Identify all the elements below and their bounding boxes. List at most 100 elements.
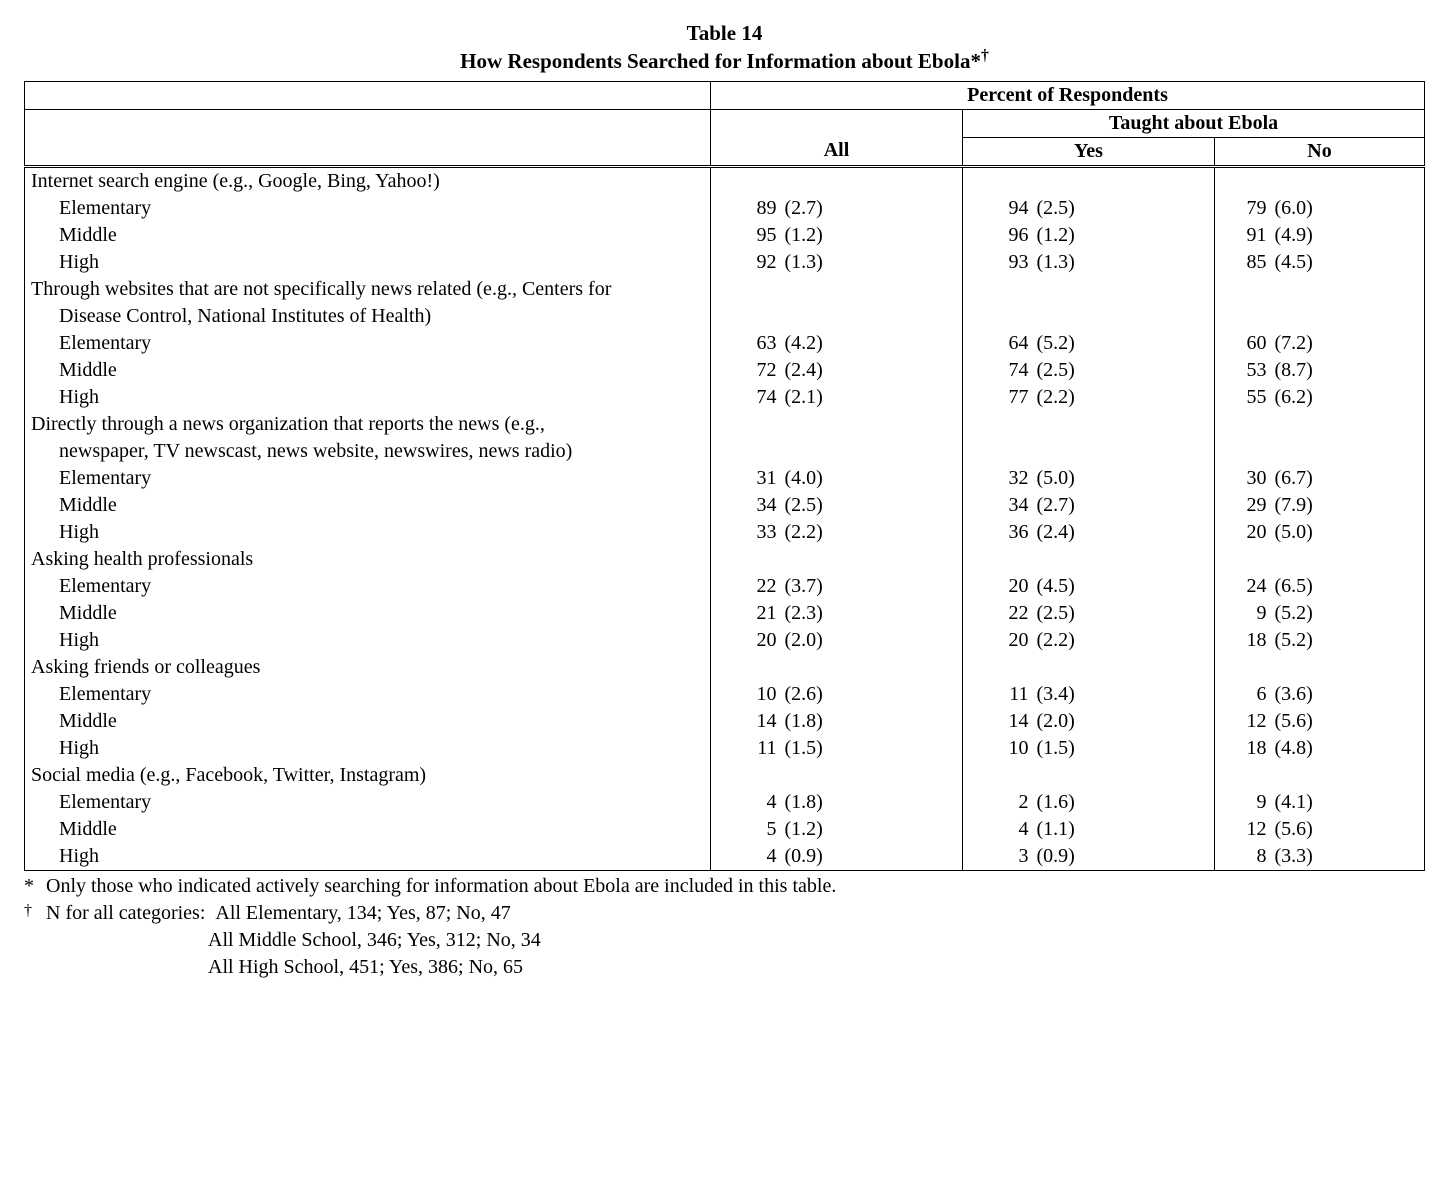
data-cell: (6.5) <box>1271 573 1355 600</box>
data-cell: 6 <box>1215 681 1271 708</box>
data-cell: 2 <box>963 789 1033 816</box>
data-cell: 60 <box>1215 330 1271 357</box>
data-cell: 96 <box>963 222 1033 249</box>
level-label: High <box>25 519 711 546</box>
data-cell: (1.3) <box>781 249 865 276</box>
table-title: Table 14 How Respondents Searched for In… <box>24 20 1425 75</box>
level-label: Middle <box>25 816 711 843</box>
title-dagger: † <box>981 47 989 64</box>
data-cell: (2.5) <box>1033 600 1117 627</box>
footnote-dagger: † N for all categories: All Elementary, … <box>24 900 1425 927</box>
data-cell: (4.1) <box>1271 789 1355 816</box>
data-cell: 5 <box>711 816 781 843</box>
data-cell: 9 <box>1215 789 1271 816</box>
category-label: Social media (e.g., Facebook, Twitter, I… <box>25 762 711 789</box>
data-cell: 95 <box>711 222 781 249</box>
level-label: Middle <box>25 708 711 735</box>
level-label: Elementary <box>25 330 711 357</box>
level-label: High <box>25 735 711 762</box>
data-cell: (2.7) <box>1033 492 1117 519</box>
data-cell: 4 <box>963 816 1033 843</box>
level-label: Elementary <box>25 573 711 600</box>
data-cell: 4 <box>711 843 781 871</box>
data-cell: (2.0) <box>781 627 865 654</box>
data-cell: (5.0) <box>1271 519 1355 546</box>
level-label: High <box>25 843 711 871</box>
level-label: High <box>25 627 711 654</box>
data-cell: 18 <box>1215 627 1271 654</box>
data-cell: 30 <box>1215 465 1271 492</box>
data-cell: 74 <box>711 384 781 411</box>
category-label: Asking health professionals <box>25 546 711 573</box>
data-cell: (2.4) <box>781 357 865 384</box>
data-cell: 89 <box>711 195 781 222</box>
data-cell: (2.0) <box>1033 708 1117 735</box>
data-cell: (3.6) <box>1271 681 1355 708</box>
data-cell: (7.9) <box>1271 492 1355 519</box>
data-cell: (2.5) <box>781 492 865 519</box>
data-cell: (2.2) <box>781 519 865 546</box>
data-cell: (2.6) <box>781 681 865 708</box>
header-yes: Yes <box>963 137 1215 166</box>
data-cell: (0.9) <box>781 843 865 871</box>
data-cell: 3 <box>963 843 1033 871</box>
data-cell: (4.0) <box>781 465 865 492</box>
data-cell: 34 <box>963 492 1033 519</box>
data-cell: (6.0) <box>1271 195 1355 222</box>
level-label: Elementary <box>25 789 711 816</box>
data-cell: 32 <box>963 465 1033 492</box>
level-label: Elementary <box>25 465 711 492</box>
data-cell: 21 <box>711 600 781 627</box>
data-cell: (1.5) <box>781 735 865 762</box>
data-cell: (1.1) <box>1033 816 1117 843</box>
data-cell: 20 <box>1215 519 1271 546</box>
data-cell: 12 <box>1215 708 1271 735</box>
data-cell: (3.3) <box>1271 843 1355 871</box>
data-cell: (8.7) <box>1271 357 1355 384</box>
data-cell: (1.5) <box>1033 735 1117 762</box>
data-cell: 77 <box>963 384 1033 411</box>
data-cell: (2.2) <box>1033 384 1117 411</box>
data-cell: 91 <box>1215 222 1271 249</box>
data-cell: (2.7) <box>781 195 865 222</box>
category-label: Through websites that are not specifical… <box>25 276 711 303</box>
data-cell: (2.5) <box>1033 357 1117 384</box>
data-cell: (6.2) <box>1271 384 1355 411</box>
level-label: Middle <box>25 222 711 249</box>
level-label: Middle <box>25 600 711 627</box>
level-label: High <box>25 249 711 276</box>
header-no: No <box>1215 137 1425 166</box>
data-cell: 20 <box>963 573 1033 600</box>
data-cell: (4.8) <box>1271 735 1355 762</box>
category-label: Internet search engine (e.g., Google, Bi… <box>25 166 711 195</box>
data-cell: 11 <box>963 681 1033 708</box>
category-label-wrap: newspaper, TV newscast, news website, ne… <box>25 438 711 465</box>
data-cell: 33 <box>711 519 781 546</box>
data-cell: 63 <box>711 330 781 357</box>
level-label: Elementary <box>25 195 711 222</box>
data-cell: 14 <box>711 708 781 735</box>
level-label: Elementary <box>25 681 711 708</box>
data-cell: 34 <box>711 492 781 519</box>
data-cell: 11 <box>711 735 781 762</box>
data-cell: (6.7) <box>1271 465 1355 492</box>
data-cell: (3.7) <box>781 573 865 600</box>
data-cell: 22 <box>963 600 1033 627</box>
data-cell: (5.0) <box>1033 465 1117 492</box>
data-cell: (2.3) <box>781 600 865 627</box>
data-cell: (4.5) <box>1033 573 1117 600</box>
data-cell: 85 <box>1215 249 1271 276</box>
table-body: Internet search engine (e.g., Google, Bi… <box>25 166 1425 870</box>
data-cell: (2.1) <box>781 384 865 411</box>
footnote-star: * Only those who indicated actively sear… <box>24 873 1425 900</box>
data-cell: 4 <box>711 789 781 816</box>
data-cell: (2.4) <box>1033 519 1117 546</box>
footnotes: * Only those who indicated actively sear… <box>24 873 1425 981</box>
data-cell: 79 <box>1215 195 1271 222</box>
data-cell: (5.2) <box>1033 330 1117 357</box>
data-cell: (5.6) <box>1271 816 1355 843</box>
data-cell: 10 <box>711 681 781 708</box>
data-cell: (1.2) <box>1033 222 1117 249</box>
data-cell: (5.2) <box>1271 627 1355 654</box>
data-cell: (1.3) <box>1033 249 1117 276</box>
